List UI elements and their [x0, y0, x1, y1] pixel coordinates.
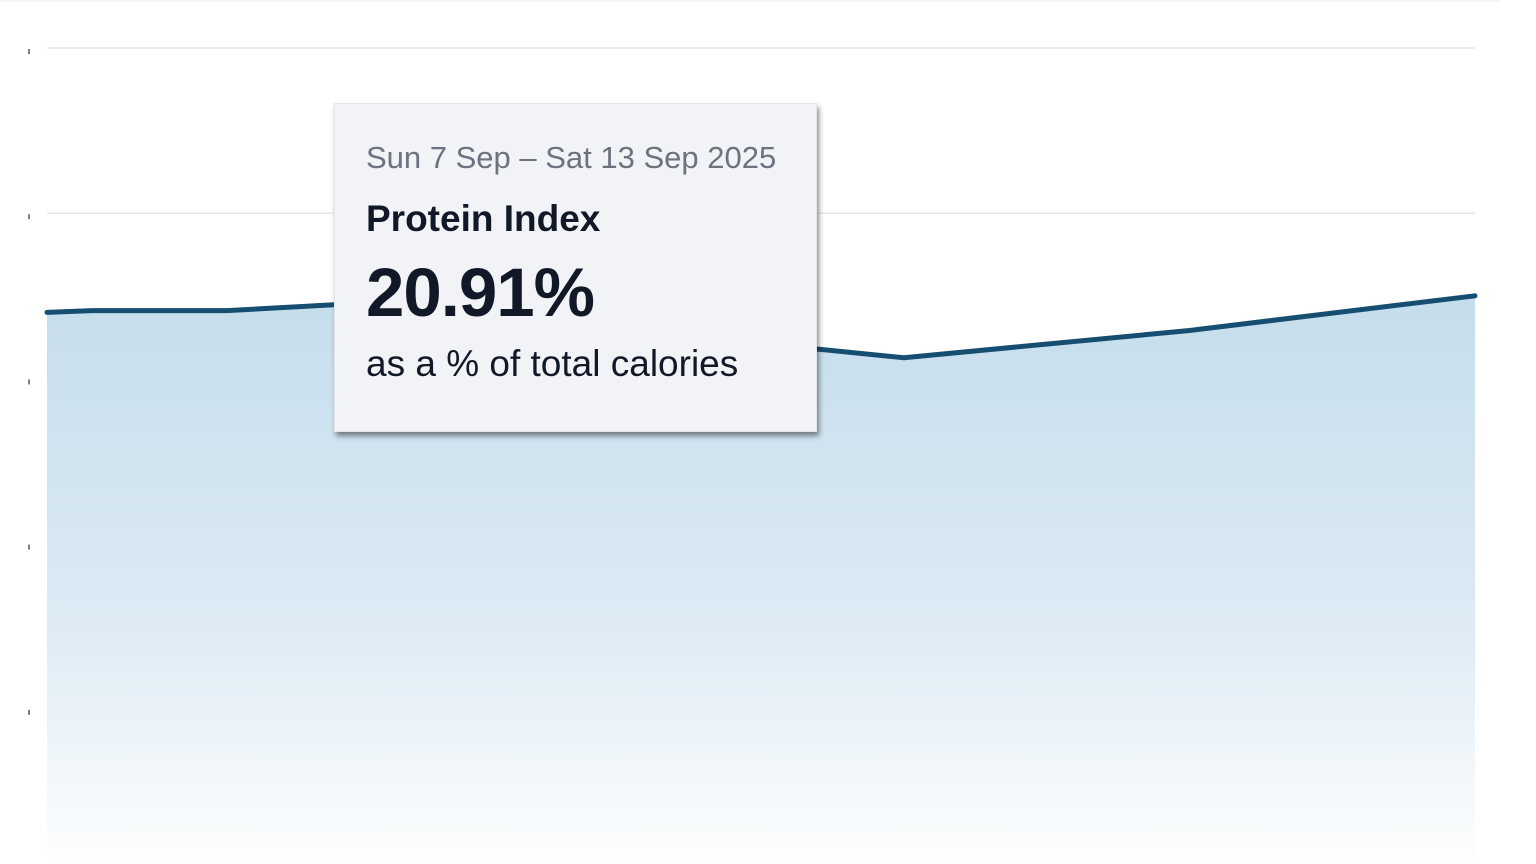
- data-point[interactable]: [37, 302, 57, 322]
- data-point[interactable]: [82, 301, 102, 321]
- chart-tooltip: Sun 7 Sep – Sat 13 Sep 2025 Protein Inde…: [334, 103, 817, 432]
- area-fill: [47, 295, 1475, 864]
- tooltip-caption: as a % of total calories: [366, 343, 739, 384]
- tooltip-date-range: Sun 7 Sep – Sat 13 Sep 2025: [366, 140, 777, 175]
- top-border: [0, 0, 1500, 2]
- data-point[interactable]: [217, 301, 237, 321]
- tooltip-metric-name: Protein Index: [366, 198, 601, 239]
- data-point[interactable]: [894, 348, 914, 368]
- data-point[interactable]: [1465, 286, 1485, 306]
- data-point[interactable]: [1179, 320, 1199, 340]
- area-series: [47, 295, 1475, 864]
- tooltip-metric-value: 20.91%: [366, 254, 595, 331]
